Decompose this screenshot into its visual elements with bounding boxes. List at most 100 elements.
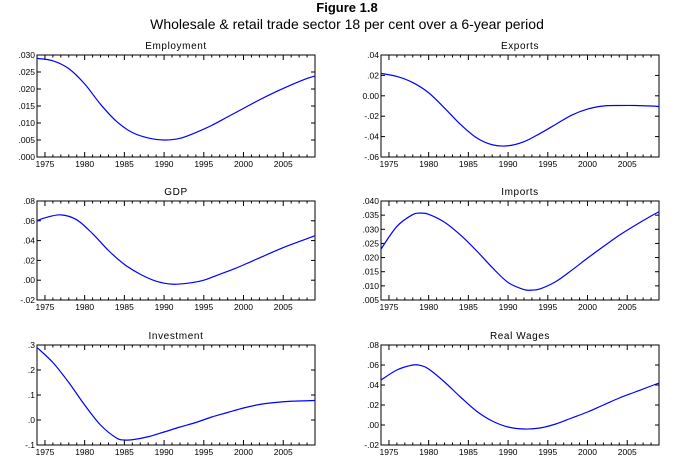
- y-tick-label: .02: [23, 255, 35, 265]
- x-tick-label: 1995: [538, 302, 557, 312]
- x-tick-label: 2000: [578, 302, 597, 312]
- x-tick-label: 1985: [459, 447, 478, 457]
- y-tick-label: -.02: [364, 440, 379, 450]
- figure-title: Figure 1.8: [316, 0, 378, 15]
- x-tick-label: 1975: [379, 159, 398, 169]
- plot-frame: [36, 200, 316, 301]
- y-tick-label: .010: [18, 118, 35, 128]
- chart-title: Imports: [501, 187, 539, 198]
- chart-title: GDP: [164, 187, 187, 198]
- figure-subtitle: Wholesale & retail trade sector 18 per c…: [150, 16, 544, 32]
- x-tick-label: 1995: [194, 302, 213, 312]
- chart-title: Exports: [501, 41, 539, 52]
- x-tick-label: 1990: [155, 159, 174, 169]
- y-tick-label: -.1: [25, 440, 35, 450]
- x-tick-label: 2000: [578, 447, 597, 457]
- y-tick-label: .015: [362, 267, 379, 277]
- chart-title: Employment: [145, 41, 207, 52]
- x-tick-label: 1975: [379, 447, 398, 457]
- plot-frame: [380, 200, 660, 301]
- x-tick-label: 2005: [618, 302, 637, 312]
- y-tick-label: .005: [18, 135, 35, 145]
- plot-frame: [36, 344, 316, 446]
- x-tick-label: 1990: [499, 159, 518, 169]
- x-tick-label: 1975: [35, 447, 54, 457]
- x-tick-label: 1990: [155, 302, 174, 312]
- x-tick-label: 2005: [274, 302, 293, 312]
- x-tick-label: 1980: [75, 447, 94, 457]
- chart-title: Investment: [149, 331, 204, 342]
- series-line: [380, 72, 660, 147]
- chart-panel-0: Employment .000 .005 .010 .015 .020 .025 .030 19…: [18, 41, 316, 169]
- x-tick-label: 1995: [194, 447, 213, 457]
- x-tick-label: 1985: [459, 159, 478, 169]
- y-tick-label: .015: [18, 101, 35, 111]
- x-tick-label: 2005: [618, 447, 637, 457]
- y-tick-label: .08: [23, 196, 35, 206]
- y-tick-label: .06: [23, 216, 35, 226]
- y-tick-label: .00: [367, 420, 379, 430]
- y-tick-label: .1: [28, 390, 35, 400]
- y-tick-label: .02: [367, 400, 379, 410]
- y-tick-label: -.06: [364, 152, 379, 162]
- x-tick-label: 1985: [115, 159, 134, 169]
- x-tick-label: 1990: [155, 447, 174, 457]
- y-tick-label: .04: [367, 380, 379, 390]
- chart-panel-5: Real Wages -.02 .00 .02 .04 .06 .08 1975 1980 198…: [364, 331, 660, 457]
- x-tick-label: 1990: [499, 447, 518, 457]
- x-tick-label: 1995: [538, 159, 557, 169]
- x-tick-label: 2000: [234, 447, 253, 457]
- y-tick-label: .3: [28, 340, 35, 350]
- x-tick-label: 1985: [115, 447, 134, 457]
- x-tick-label: 1985: [115, 302, 134, 312]
- x-tick-label: 1975: [379, 302, 398, 312]
- x-tick-label: 1980: [419, 159, 438, 169]
- x-tick-label: 2005: [274, 159, 293, 169]
- chart-title: Real Wages: [490, 331, 550, 342]
- x-tick-label: 2005: [274, 447, 293, 457]
- y-tick-label: -.04: [364, 132, 379, 142]
- y-tick-label: -.02: [20, 295, 35, 305]
- x-tick-label: 1985: [459, 302, 478, 312]
- y-tick-label: .2: [28, 365, 35, 375]
- chart-panel-3: Imports .005 .010 .015 .020 .025 .030 .035 .040 1…: [362, 187, 660, 312]
- y-tick-label: .04: [367, 50, 379, 60]
- y-tick-label: 0.00: [362, 91, 379, 101]
- y-tick-label: .025: [18, 67, 35, 77]
- x-tick-label: 1980: [419, 302, 438, 312]
- y-tick-label: .010: [362, 281, 379, 291]
- chart-panel-1: Exports -.06 -.04 -.02 0.00 .02 .04 1975 1980 198…: [362, 41, 660, 169]
- x-tick-label: 2000: [578, 159, 597, 169]
- series-line: [36, 347, 316, 441]
- x-tick-label: 1980: [419, 447, 438, 457]
- y-tick-label: -.02: [364, 111, 379, 121]
- chart-panel-4: Investment -.1 .0 .1 .2 .3 1975 1980 1985 1990 199…: [25, 331, 316, 457]
- y-tick-label: .000: [18, 152, 35, 162]
- y-tick-label: .020: [362, 253, 379, 263]
- x-tick-label: 2000: [234, 159, 253, 169]
- x-tick-label: 1995: [194, 159, 213, 169]
- plot-frame: [380, 344, 660, 446]
- y-tick-label: .0: [28, 415, 35, 425]
- x-tick-label: 1990: [499, 302, 518, 312]
- x-tick-label: 2000: [234, 302, 253, 312]
- plot-frame: [36, 54, 316, 158]
- x-tick-label: 1980: [75, 159, 94, 169]
- y-tick-label: .06: [367, 360, 379, 370]
- y-tick-label: .030: [18, 50, 35, 60]
- x-tick-label: 1980: [75, 302, 94, 312]
- y-tick-label: .020: [18, 84, 35, 94]
- y-tick-label: .040: [362, 196, 379, 206]
- series-line: [36, 57, 316, 141]
- x-tick-label: 1995: [538, 447, 557, 457]
- series-line: [380, 211, 660, 291]
- x-tick-label: 1975: [35, 302, 54, 312]
- y-tick-label: .00: [23, 275, 35, 285]
- y-tick-label: .030: [362, 224, 379, 234]
- y-tick-label: .035: [362, 210, 379, 220]
- chart-panel-2: GDP -.02 .00 .02 .04 .06 .08 1975 1980 1985 1990 19…: [20, 187, 316, 312]
- y-tick-label: .005: [362, 295, 379, 305]
- y-tick-label: .02: [367, 70, 379, 80]
- y-tick-label: .04: [23, 236, 35, 246]
